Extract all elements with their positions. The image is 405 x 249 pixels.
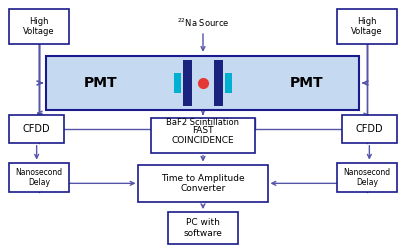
Bar (224, 73, 231, 93)
Bar (46, 56, 358, 110)
Bar (183, 60, 192, 106)
Text: CFDD: CFDD (23, 124, 50, 134)
Text: PMT: PMT (289, 76, 323, 90)
Text: High
Voltage: High Voltage (350, 17, 382, 36)
Text: High
Voltage: High Voltage (23, 17, 55, 36)
Bar (9, 115, 64, 143)
Bar (336, 9, 396, 44)
Bar (213, 60, 222, 106)
Bar (151, 118, 254, 153)
Bar (9, 9, 69, 44)
Bar (168, 212, 237, 244)
Text: FAST
COINCIDENCE: FAST COINCIDENCE (171, 126, 234, 145)
Text: Time to Amplitude
Converter: Time to Amplitude Converter (161, 174, 244, 193)
Bar (9, 163, 69, 192)
Text: Nanosecond
Delay: Nanosecond Delay (343, 168, 390, 187)
Bar (138, 165, 267, 202)
Text: $^{22}$Na Source: $^{22}$Na Source (176, 17, 229, 29)
Text: BaF2 Scintillation: BaF2 Scintillation (166, 118, 239, 126)
Text: PC with
software: PC with software (183, 218, 222, 238)
Text: CFDD: CFDD (355, 124, 382, 134)
Bar (336, 163, 396, 192)
Text: PMT: PMT (84, 76, 117, 90)
Bar (341, 115, 396, 143)
Bar (174, 73, 181, 93)
Text: Nanosecond
Delay: Nanosecond Delay (15, 168, 62, 187)
